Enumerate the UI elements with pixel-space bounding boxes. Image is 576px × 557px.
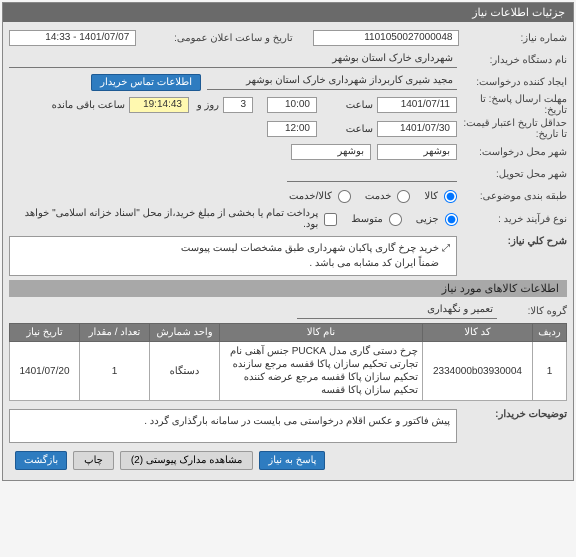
row-city-req: شهر محل درخواست: بوشهر بوشهر [9,142,567,162]
time-label-2: ساعت [317,124,377,135]
deadline-label: مهلت ارسال پاسخ: تا تاریخ: [457,94,567,116]
validity-label: حداقل تاریخ اعتبار قیمت: تا تاریخ: [457,118,567,140]
remain-label: ساعت باقی مانده [48,100,129,111]
th-date: تاریخ نیاز [10,324,80,342]
validity-time-value: 12:00 [267,121,317,137]
days-remain-value: 3 [223,97,253,113]
goods-table: ردیف کد کالا نام کالا واحد شمارش تعداد /… [9,323,567,401]
overall-desc-line2: ضمناً ایران کد مشابه می باشد . [181,256,439,271]
expand-icon[interactable]: ⤢ [442,241,450,256]
time-remain-value: 19:14:43 [129,97,189,113]
time-label-1: ساعت [317,100,377,111]
group-label: گروه کالا: [497,306,567,317]
print-button[interactable]: چاپ [73,451,114,470]
overall-label: شرح کلي نياز: [457,236,567,247]
city-del-label: شهر محل تحویل: [457,169,567,180]
buyer-org-value: شهرداری خارک استان بوشهر [9,52,457,68]
overall-desc-line1: خرید چرخ گاری پاکبان شهرداری طبق مشخصات … [181,241,439,256]
city-req-label: شهر محل درخواست: [457,147,567,158]
buyer-org-label: نام دستگاه خریدار: [457,55,567,66]
row-group: گروه کالا: تعمیر و نگهداری [9,301,567,321]
row-validity: حداقل تاریخ اعتبار قیمت: تا تاریخ: 1401/… [9,118,567,140]
ann-date-value: 1401/07/07 - 14:33 [9,30,136,46]
th-name: نام کالا [220,324,423,342]
goods-section-header: اطلاعات کالاهای مورد نیاز [9,280,567,297]
opt-goods[interactable]: کالا [424,190,457,203]
panel-title: جزئیات اطلاعات نیاز [3,3,573,22]
th-qty: تعداد / مقدار [80,324,150,342]
th-unit: واحد شمارش [150,324,220,342]
row-buyer-org: نام دستگاه خریدار: شهرداری خارک استان بو… [9,50,567,70]
opt-partial[interactable]: جزیی [416,213,458,226]
back-button[interactable]: بازگشت [15,451,67,470]
row-city-del: شهر محل تحویل: [9,164,567,184]
opt-both-radio[interactable] [338,190,351,203]
city-del-value [287,166,457,182]
details-panel: جزئیات اطلاعات نیاز شماره نیاز: 11010500… [2,2,574,481]
city-value: بوشهر [291,144,371,160]
requester-label: ایجاد کننده درخواست: [457,77,567,88]
classify-label: طبقه بندی موضوعی: [457,191,567,202]
cell-unit: دستگاه [150,342,220,401]
row-overall-desc: شرح کلي نياز: ⤢ خرید چرخ گاری پاکبان شهر… [9,236,567,276]
row-requester: ایجاد کننده درخواست: مجید شیری کاربرداز … [9,72,567,92]
opt-goods-radio[interactable] [444,190,457,203]
requester-value: مجید شیری کاربرداز شهرداری خارک استان بو… [207,74,457,90]
notes-box: پیش فاکتور و عکس اقلام درخواستی می بایست… [9,409,457,443]
cell-qty: 1 [80,342,150,401]
opt-medium-radio[interactable] [389,213,402,226]
need-no-label: شماره نیاز: [459,33,567,44]
cell-code: 2334000b03930004 [423,342,533,401]
overall-desc-box: ⤢ خرید چرخ گاری پاکبان شهرداری طبق مشخصا… [9,236,457,276]
cell-idx: 1 [533,342,567,401]
th-row: ردیف [533,324,567,342]
group-value: تعمیر و نگهداری [297,303,497,319]
table-row: 1 2334000b03930004 چرخ دستی گاری مدل PUC… [10,342,567,401]
opt-treasury[interactable]: پرداخت تمام یا بخشی از مبلغ خرید،از محل … [9,208,337,230]
deadline-time-value: 10:00 [267,97,317,113]
notes-value: پیش فاکتور و عکس اقلام درخواستی می بایست… [144,416,450,427]
cell-name: چرخ دستی گاری مدل PUCKA جنس آهنی نام تجا… [220,342,423,401]
table-header-row: ردیف کد کالا نام کالا واحد شمارش تعداد /… [10,324,567,342]
days-label: روز و [189,100,223,111]
th-code: کد کالا [423,324,533,342]
province-value: بوشهر [377,144,457,160]
row-need-no: شماره نیاز: 1101050027000048 تاریخ و ساع… [9,28,567,48]
reply-button[interactable]: پاسخ به نیاز [259,451,325,470]
classify-radio-group: کالا خدمت کالا/خدمت [289,190,457,203]
opt-partial-radio[interactable] [445,213,458,226]
view-docs-button[interactable]: مشاهده مدارک پیوستی (2) [120,451,254,470]
row-classify: طبقه بندی موضوعی: کالا خدمت کالا/خدمت [9,186,567,206]
panel-body: شماره نیاز: 1101050027000048 تاریخ و ساع… [3,22,573,480]
opt-both[interactable]: کالا/خدمت [289,190,351,203]
opt-service[interactable]: خدمت [365,190,411,203]
proc-label: نوع فرآیند خرید : [458,214,567,225]
contact-buyer-button[interactable]: اطلاعات تماس خریدار [91,74,201,91]
need-no-value: 1101050027000048 [313,30,460,46]
cell-date: 1401/07/20 [10,342,80,401]
row-proc: نوع فرآیند خرید : جزیی متوسط پرداخت تمام… [9,208,567,230]
ann-date-label: تاریخ و ساعت اعلان عمومی: [136,33,292,44]
footer-buttons: پاسخ به نیاز مشاهده مدارک پیوستی (2) چاپ… [9,445,567,476]
validity-date-value: 1401/07/30 [377,121,457,137]
deadline-date-value: 1401/07/11 [377,97,457,113]
opt-service-radio[interactable] [397,190,410,203]
opt-treasury-check[interactable] [324,213,337,226]
opt-medium[interactable]: متوسط [351,213,401,226]
proc-radio-group: جزیی متوسط پرداخت تمام یا بخشی از مبلغ خ… [9,208,458,230]
notes-label: توضیحات خریدار: [457,409,567,420]
row-notes: توضیحات خریدار: پیش فاکتور و عکس اقلام د… [9,409,567,443]
row-deadline: مهلت ارسال پاسخ: تا تاریخ: 1401/07/11 سا… [9,94,567,116]
